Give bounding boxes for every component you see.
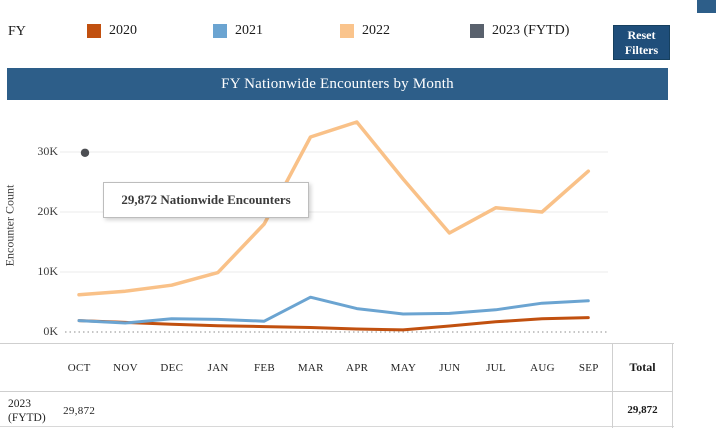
legend-item-2022[interactable]: 2022 — [340, 23, 390, 39]
tooltip-text: 29,872 Nationwide Encounters — [121, 192, 291, 207]
total-column-header: Total — [613, 344, 672, 392]
y-tick-0k: 0K — [43, 324, 58, 338]
total-column: Total 29,872 — [612, 344, 673, 428]
total-value: 29,872 — [627, 403, 658, 416]
legend-item-2020[interactable]: 2020 — [87, 23, 137, 39]
table-header-jul: JUL — [486, 361, 507, 374]
table-header-row: OCT NOV DEC JAN FEB MAR APR MAY JUN JUL AUG SEP — [0, 344, 612, 392]
legend-swatch-icon — [87, 24, 101, 38]
legend-swatch-icon — [340, 24, 354, 38]
table-month-headers: OCT NOV DEC JAN FEB MAR APR MAY JUN JUL AUG SEP — [56, 344, 612, 391]
table-header-feb: FEB — [253, 361, 276, 374]
corner-accent — [697, 0, 716, 13]
series-line-2021[interactable] — [77, 295, 590, 325]
series-line-2020[interactable] — [77, 316, 590, 332]
legend-label: 2023 (FYTD) — [492, 23, 570, 38]
reset-filters-button[interactable]: Reset Filters — [613, 25, 670, 60]
chart-tooltip: 29,872 Nationwide Encounters — [103, 182, 309, 218]
y-tick-10k: 10K — [37, 264, 58, 278]
y-tick-20k: 20K — [37, 204, 58, 218]
table-header-nov: NOV — [113, 361, 138, 374]
legend-label: 2020 — [109, 23, 137, 38]
table-value-may — [380, 393, 426, 428]
legend-swatch-icon — [213, 24, 227, 38]
table-header-aug: AUG — [530, 361, 555, 374]
table-value-dec — [149, 393, 195, 428]
table-header-oct: OCT — [67, 361, 91, 374]
table-value-feb — [241, 393, 287, 428]
legend-swatch-icon — [470, 24, 484, 38]
encounters-line-chart[interactable] — [60, 115, 616, 343]
table-value-nov — [102, 393, 148, 428]
table-value-jan — [195, 393, 241, 428]
table-data-row: 2023 (FYTD) 29,872 — [0, 393, 612, 428]
data-point-marker-2023-fytd-[interactable] — [80, 148, 90, 157]
encounters-table: OCT NOV DEC JAN FEB MAR APR MAY JUN JUL AUG SEP 202… — [0, 343, 674, 428]
table-header-may: MAY — [390, 361, 417, 374]
table-value-apr — [334, 393, 380, 428]
table-value-jul — [473, 393, 519, 428]
table-header-apr: APR — [345, 361, 369, 374]
table-value-mar — [288, 393, 334, 428]
table-header-mar: MAR — [297, 361, 324, 374]
y-tick-30k: 30K — [37, 144, 58, 158]
chart-title: FY Nationwide Encounters by Month — [221, 75, 454, 92]
legend-label: 2022 — [362, 23, 390, 38]
table-value-oct: 29,872 — [63, 404, 96, 417]
table-header-jun: JUN — [439, 361, 461, 374]
fy-filter-label: FY — [8, 24, 26, 39]
table-value-jun — [427, 393, 473, 428]
table-header-sep: SEP — [578, 361, 599, 374]
y-axis-label: Encounter Count — [2, 184, 17, 267]
legend-label: 2021 — [235, 23, 263, 38]
table-value-aug — [519, 393, 565, 428]
legend-item-2023-fytd-[interactable]: 2023 (FYTD) — [470, 23, 569, 39]
chart-title-banner: FY Nationwide Encounters by Month — [7, 68, 668, 100]
table-month-values: 29,872 — [56, 393, 612, 428]
legend-item-2021[interactable]: 2021 — [213, 23, 263, 39]
table-header-jan: JAN — [207, 361, 229, 374]
row-label-2023-fytd: 2023 (FYTD) — [8, 398, 46, 425]
series-line-2022[interactable] — [77, 120, 591, 297]
table-header-dec: DEC — [160, 361, 184, 374]
table-value-sep — [566, 393, 612, 428]
